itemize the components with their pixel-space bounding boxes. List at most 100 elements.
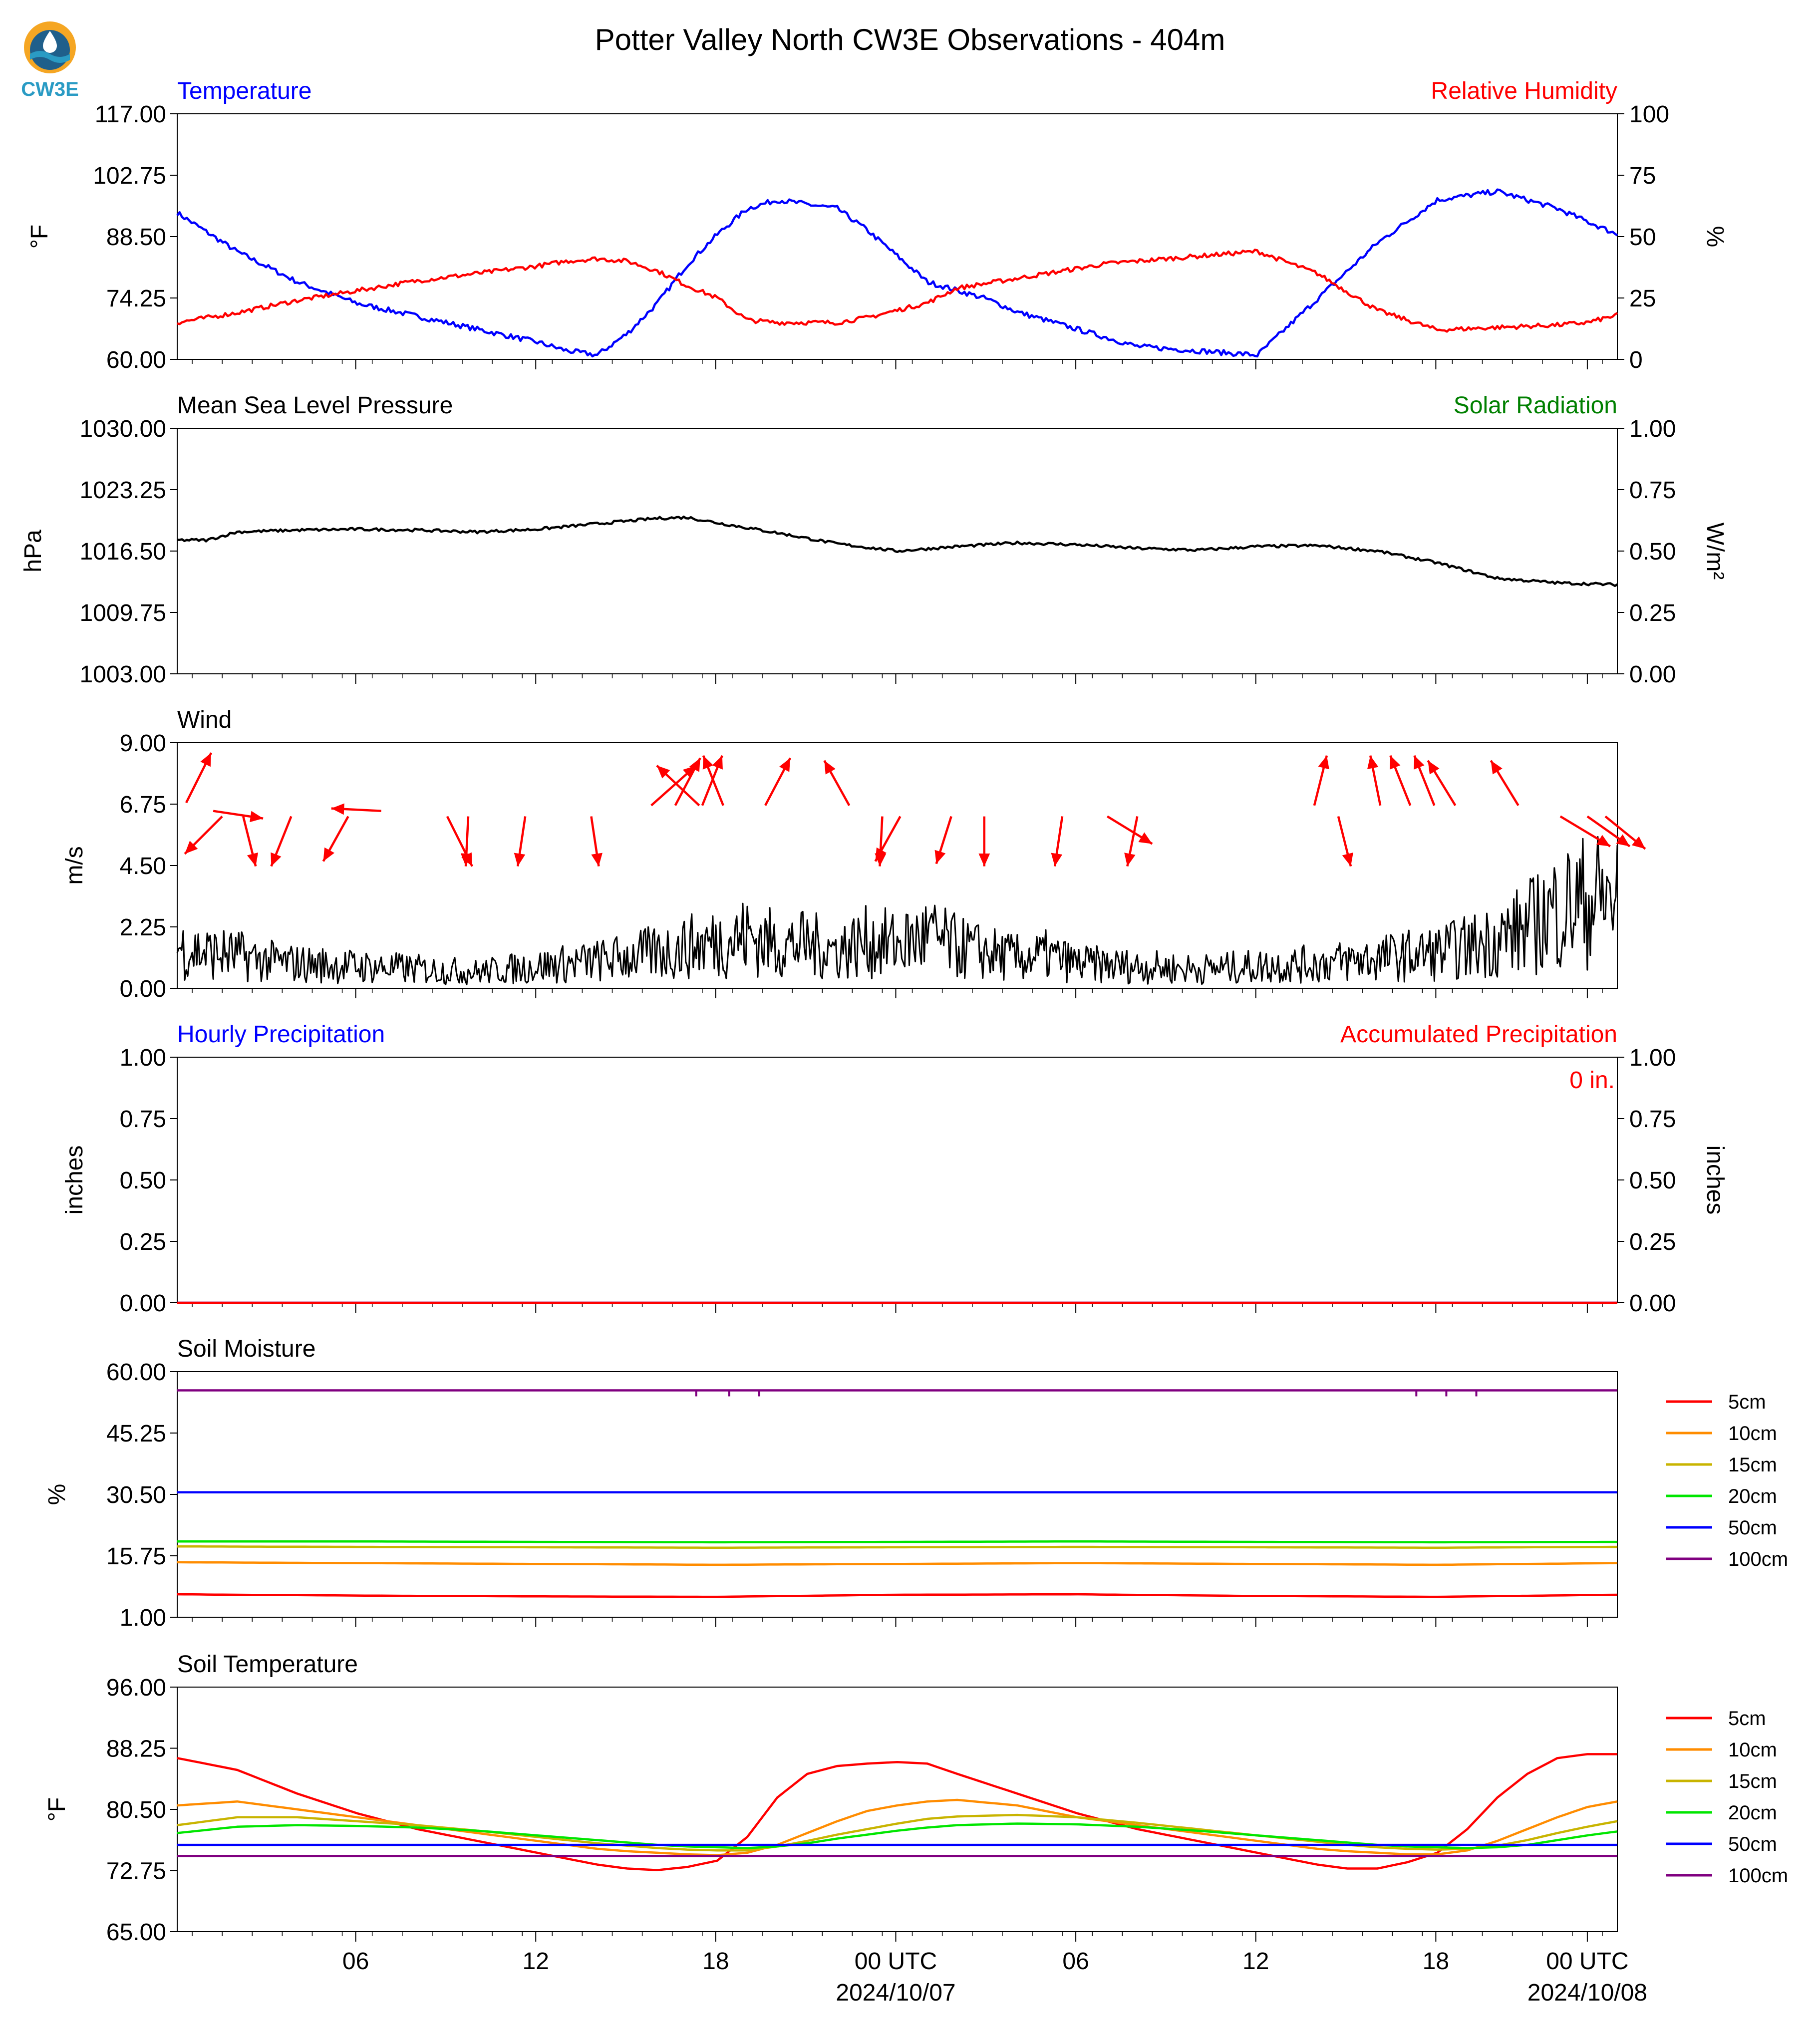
y-tick-label-right: 50 (1629, 224, 1656, 251)
y-tick-label: 1009.75 (79, 600, 166, 626)
x-tick-label: 06 (1062, 1948, 1089, 1975)
y-tick-label-right: 1.00 (1629, 1045, 1676, 1071)
y-tick-label: 2.25 (120, 914, 166, 941)
wind-arrowhead-icon (1367, 755, 1379, 770)
y-tick-label: 102.75 (93, 163, 166, 189)
wind-arrowhead-icon (1124, 853, 1136, 867)
y-tick-label: 1030.00 (79, 416, 166, 442)
y-axis-label: inches (61, 1146, 88, 1215)
wind-arrowhead-icon (875, 847, 887, 862)
series-line-15cm (177, 1813, 1618, 1852)
y-tick-label: 6.75 (120, 792, 166, 818)
y-tick-label-right: 100 (1629, 101, 1669, 128)
y-axis-label: % (44, 1484, 70, 1505)
wind-arrowhead-icon (689, 758, 700, 772)
legend-label: 5cm (1728, 1391, 1766, 1413)
y-tick-label: 1.00 (120, 1045, 166, 1071)
y-tick-label-right: 1.00 (1629, 416, 1676, 442)
wind-arrowhead-icon (779, 758, 791, 772)
y-tick-label: 60.00 (106, 347, 166, 373)
wind-arrowhead-icon (1596, 835, 1610, 847)
x-tick-label: 12 (523, 1948, 549, 1975)
y-tick-label: 1023.25 (79, 477, 166, 504)
y-tick-label-right: 0.00 (1629, 661, 1676, 688)
wind-arrowhead-icon (1051, 853, 1063, 867)
y-axis-label: °F (26, 225, 53, 249)
legend-label: 10cm (1728, 1423, 1777, 1445)
panel-title-left: Soil Moisture (177, 1336, 315, 1362)
panel-2: Mean Sea Level Pressure Solar Radiation 10… (20, 392, 1728, 688)
series-line-20cm (177, 1540, 1617, 1544)
legend-label: 15cm (1728, 1454, 1777, 1476)
cw3e-logo: CW3E (21, 21, 79, 100)
y-tick-label: 9.00 (120, 730, 166, 757)
wind-arrowhead-icon (514, 853, 526, 867)
logo-drop-icon (43, 31, 57, 53)
x-tick-label: 18 (1423, 1948, 1449, 1975)
panel-3: Wind 9.00 6.75 4.50 2.25 0.00 m/s (61, 707, 1646, 1002)
wind-arrowhead-icon (1631, 836, 1645, 849)
figure-title: Potter Valley North CW3E Observations - … (595, 23, 1225, 56)
legend-label: 50cm (1728, 1833, 1777, 1855)
y-axis-label: hPa (20, 530, 46, 573)
legend-label: 50cm (1728, 1517, 1777, 1539)
wind-arrowhead-icon (1138, 832, 1153, 844)
wind-arrowhead-icon (460, 853, 472, 867)
panel-title-right: Relative Humidity (1431, 78, 1617, 104)
y-tick-label: 1.00 (120, 1605, 166, 1631)
wind-arrowhead-icon (1342, 853, 1353, 867)
y-tick-label: 0.50 (120, 1167, 166, 1194)
wind-arrowhead-icon (978, 854, 990, 867)
y-tick-label-right: 0 (1629, 347, 1643, 373)
series-legend: 5cm 10cm 15cm 20cm 50cm 100cm (1666, 1708, 1788, 1887)
y-tick-label: 0.00 (120, 1290, 166, 1317)
x-date-label: 2024/10/08 (1527, 1980, 1647, 2006)
legend-label: 20cm (1728, 1802, 1777, 1824)
series-line-10cm (177, 1561, 1618, 1566)
series-line-wind-speed (176, 836, 1618, 985)
x-tick-label: 12 (1242, 1948, 1269, 1975)
y-tick-label: 0.25 (120, 1229, 166, 1255)
wind-arrowhead-icon (1616, 834, 1630, 847)
wind-arrowhead-icon (824, 760, 836, 775)
y-tick-label: 117.00 (95, 101, 166, 128)
wind-arrowhead-icon (200, 753, 212, 767)
panel-title-left: Wind (177, 707, 232, 733)
y-tick-label: 65.00 (106, 1919, 166, 1946)
series-line-15cm (177, 1545, 1617, 1549)
plot-frame (177, 1371, 1618, 1618)
series-line-mean-sea-level-pressure (177, 515, 1618, 587)
y-tick-label-right: 0.00 (1629, 1290, 1676, 1317)
series-line-temperature (176, 188, 1618, 358)
wind-arrowhead-icon (1414, 755, 1425, 770)
panel-title-left: Soil Temperature (177, 1651, 358, 1678)
logo-text: CW3E (21, 78, 79, 100)
y-tick-label: 74.25 (106, 286, 166, 312)
y-axis-label-right: % (1702, 226, 1728, 248)
y-tick-label: 1003.00 (79, 661, 166, 688)
x-axis-labels: 06 12 18 00 UTC 06 12 18 00 UTC 2024/10/07 2024/1… (342, 1948, 1647, 2006)
y-tick-label-right: 75 (1629, 163, 1656, 189)
panel-4: Hourly Precipitation Accumulated Precipit… (61, 1021, 1728, 1317)
legend-label: 5cm (1728, 1708, 1766, 1730)
legend-label: 100cm (1728, 1865, 1788, 1887)
x-tick-label: 00 UTC (1546, 1948, 1628, 1975)
accumulated-total-label: 0 in. (1569, 1067, 1615, 1094)
series-legend: 5cm 10cm 15cm 20cm 50cm 100cm (1666, 1391, 1788, 1570)
y-tick-label: 88.50 (106, 224, 166, 251)
y-tick-label: 96.00 (106, 1675, 166, 1701)
x-date-label: 2024/10/07 (836, 1980, 955, 2006)
y-tick-label: 60.00 (106, 1359, 166, 1386)
y-tick-label-right: 0.75 (1629, 477, 1676, 504)
plot-frame (177, 1057, 1618, 1303)
logo-wave-icon (30, 51, 70, 63)
y-tick-label: 0.75 (120, 1106, 166, 1133)
y-tick-label-right: 0.25 (1629, 1229, 1676, 1255)
y-axis-label: m/s (61, 846, 88, 884)
y-tick-label: 15.75 (106, 1543, 166, 1570)
wind-arrowhead-icon (331, 803, 344, 815)
x-tick-label: 18 (702, 1948, 729, 1975)
y-tick-label-right: 0.50 (1629, 539, 1676, 565)
wind-arrowhead-icon (185, 841, 198, 854)
legend-label: 15cm (1728, 1770, 1777, 1792)
